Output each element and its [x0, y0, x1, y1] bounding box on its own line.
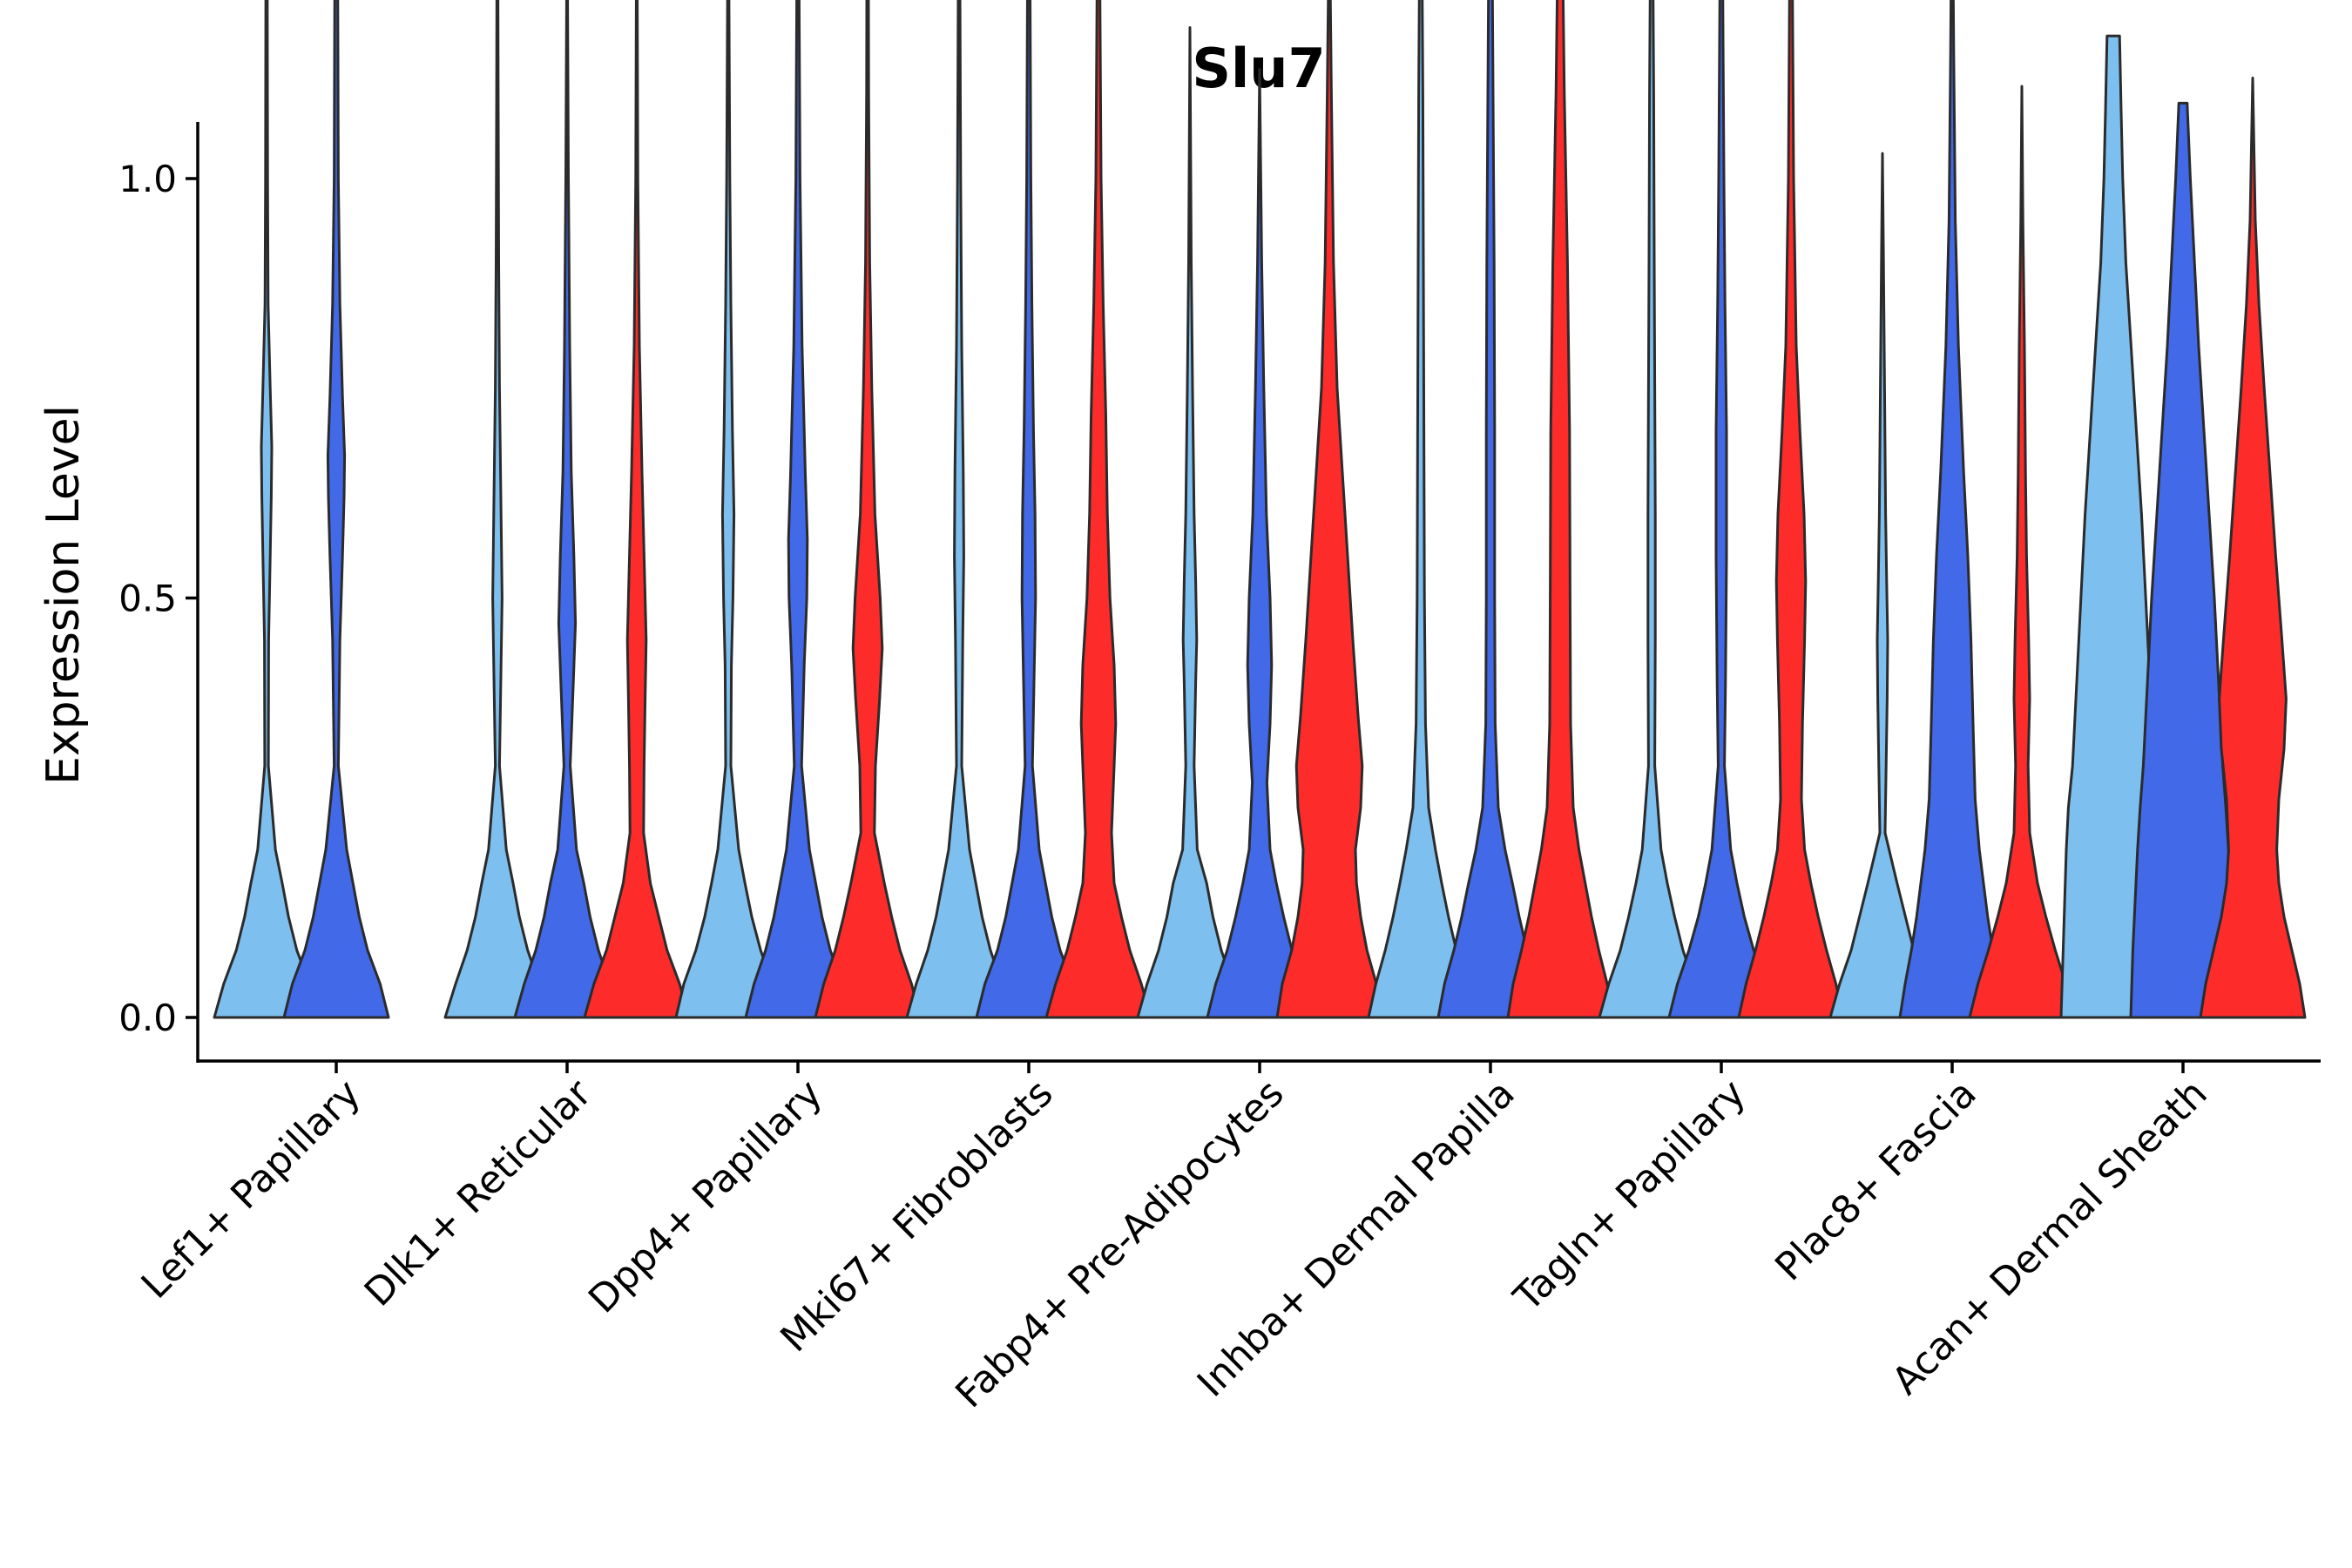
x-tick-label: Dpp4+ Papillary [580, 1071, 831, 1322]
violin-tagln-papillary-3 [1737, 0, 1845, 1019]
violin-dpp4-papillary-3 [814, 0, 922, 1019]
y-axis-label: Expression Level [37, 405, 90, 785]
violin-acan-dermal-sheath-2 [2129, 101, 2237, 1019]
violin-fabp4-pre-adipocytes-3 [1275, 0, 1383, 1019]
violin-tagln-papillary-2 [1667, 0, 1775, 1019]
x-tick-label: Dlk1+ Reticular [356, 1071, 601, 1315]
violin-tagln-papillary-1 [1598, 0, 1706, 1019]
violin-plac8-fascia-1 [1828, 152, 1936, 1019]
x-tick-label: Plac8+ Fascia [1767, 1071, 1985, 1290]
violin-dlk1-reticular-2 [513, 0, 621, 1019]
y-tick-label: 0.5 [118, 578, 177, 620]
violin-plac8-fascia-2 [1898, 0, 2006, 1019]
y-tick-label: 1.0 [118, 158, 177, 200]
y-axis: 0.00.51.01.52.0 [118, 122, 199, 1063]
x-tick-label: Tagln+ Papillary [1505, 1071, 1754, 1321]
violin-dlk1-reticular-3 [583, 0, 691, 1019]
violin-inhba-dermal-papilla-3 [1506, 0, 1614, 1019]
violin-mki67-fibroblasts-2 [975, 0, 1083, 1019]
x-tick-label: Lef1+ Papillary [133, 1071, 369, 1308]
violin-fabp4-pre-adipocytes-2 [1206, 68, 1314, 1019]
violin-mki67-fibroblasts-3 [1044, 0, 1152, 1019]
violin-fabp4-pre-adipocytes-1 [1136, 26, 1244, 1019]
violin-inhba-dermal-papilla-1 [1367, 0, 1475, 1019]
violin-acan-dermal-sheath-3 [2199, 76, 2307, 1019]
violin-dpp4-papillary-2 [744, 0, 852, 1019]
violin-inhba-dermal-papilla-2 [1436, 0, 1544, 1019]
violin-lef1-papillary-2 [282, 0, 390, 1019]
violin-dlk1-reticular-1 [443, 0, 551, 1019]
y-tick-label: 0.0 [118, 997, 177, 1039]
violin-lef1-papillary-1 [213, 0, 321, 1019]
violin-mki67-fibroblasts-1 [905, 0, 1013, 1019]
violin-dpp4-papillary-1 [674, 0, 782, 1019]
violin-plac8-fascia-3 [1968, 84, 2076, 1019]
violins-layer [213, 0, 2307, 1019]
